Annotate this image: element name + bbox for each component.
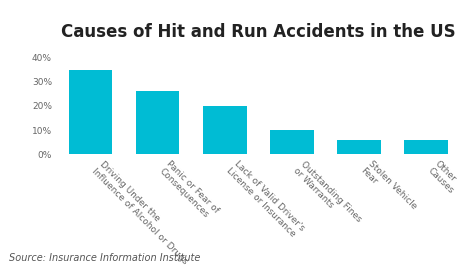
Bar [270,130,314,154]
Title: Causes of Hit and Run Accidents in the US: Causes of Hit and Run Accidents in the U… [61,23,456,41]
Bar [404,140,448,154]
Bar [69,70,112,154]
Bar [337,140,381,154]
Bar [136,92,180,154]
Bar [203,106,246,154]
Text: Source: Insurance Information Institute: Source: Insurance Information Institute [9,253,201,263]
